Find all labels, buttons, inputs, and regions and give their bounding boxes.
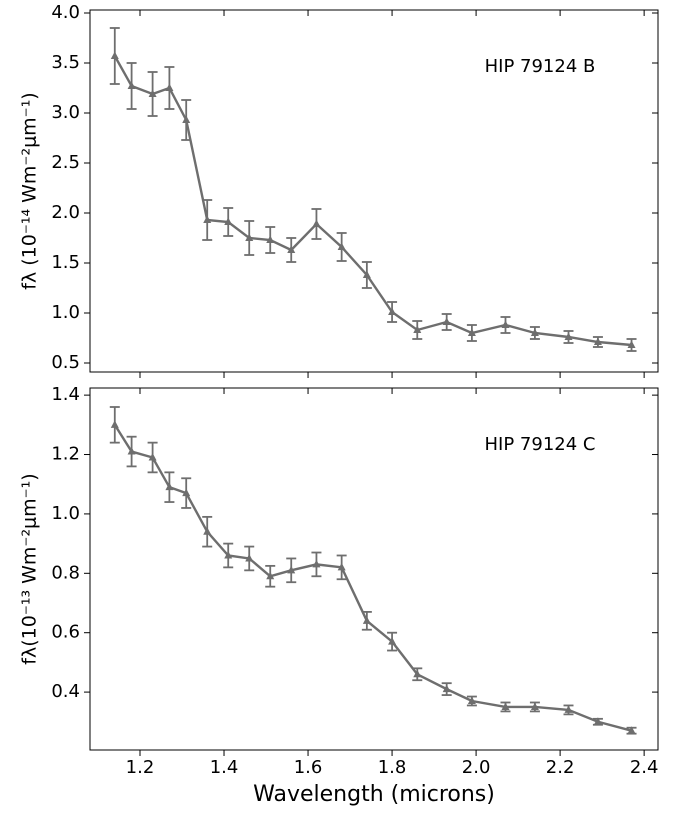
x-tick-label: 1.8: [378, 757, 407, 778]
marker: [388, 637, 397, 645]
marker: [287, 245, 296, 253]
y-tick-label: 1.4: [51, 384, 80, 405]
marker: [110, 51, 119, 59]
marker: [312, 559, 321, 568]
y-tick-label: 3.5: [51, 52, 80, 73]
marker: [413, 669, 422, 678]
plot-frame: [89, 387, 659, 751]
marker: [501, 320, 510, 328]
marker: [148, 452, 157, 461]
marker: [627, 340, 636, 348]
y-tick-label: 2.0: [51, 202, 80, 223]
y-tick-label: 0.6: [51, 622, 80, 643]
series-line: [113, 424, 632, 732]
marker: [564, 705, 573, 713]
marker: [337, 242, 346, 250]
marker: [165, 83, 174, 91]
marker: [148, 89, 157, 97]
marker: [627, 726, 636, 734]
marker: [337, 562, 346, 571]
marker: [266, 235, 275, 243]
x-tick-label: 2.2: [546, 757, 575, 778]
marker: [530, 702, 539, 710]
marker: [312, 219, 321, 227]
marker: [388, 307, 397, 315]
marker: [165, 482, 174, 491]
y-axis-label: fλ (10⁻¹⁴ Wm⁻²μm⁻¹): [19, 92, 41, 289]
x-tick-label: 1.4: [210, 757, 239, 778]
y-tick-label: 3.0: [51, 102, 80, 123]
marker: [593, 717, 602, 725]
marker: [110, 420, 119, 428]
marker: [182, 488, 191, 497]
x-axis-label: Wavelength (microns): [253, 782, 495, 807]
y-tick-label: 1.2: [51, 444, 80, 465]
marker: [203, 527, 212, 535]
marker: [442, 684, 451, 693]
y-axis-label: fλ(10⁻¹³ Wm⁻²μm⁻¹): [19, 473, 41, 664]
y-tick-label: 1.0: [51, 302, 80, 323]
y-tick-label: 2.5: [51, 152, 80, 173]
marker: [224, 550, 233, 559]
x-tick-label: 2.4: [630, 757, 659, 778]
marker: [245, 553, 254, 562]
marker: [245, 233, 254, 241]
y-tick-label: 0.5: [51, 352, 80, 373]
x-tick-label: 1.2: [126, 757, 155, 778]
y-tick-label: 1.0: [51, 503, 80, 524]
y-tick-label: 1.5: [51, 252, 80, 273]
marker: [467, 328, 476, 336]
marker: [442, 317, 451, 325]
y-tick-label: 4.0: [51, 2, 80, 23]
marker: [287, 565, 296, 574]
marker: [413, 325, 422, 333]
marker: [127, 81, 136, 89]
marker: [224, 217, 233, 225]
marker: [564, 332, 573, 340]
annotation: HIP 79124 B: [485, 56, 596, 77]
marker: [266, 571, 275, 580]
marker: [467, 696, 476, 705]
x-tick-label: 2.0: [462, 757, 491, 778]
marker: [593, 337, 602, 345]
marker: [127, 447, 136, 455]
annotation: HIP 79124 C: [485, 434, 596, 455]
series-line: [113, 55, 632, 347]
x-tick-label: 1.6: [294, 757, 323, 778]
y-tick-label: 0.8: [51, 562, 80, 583]
plot-frame: [89, 9, 659, 373]
marker: [501, 702, 510, 710]
marker: [203, 215, 212, 223]
marker: [530, 328, 539, 336]
marker: [362, 616, 371, 624]
y-tick-label: 0.4: [51, 681, 80, 702]
marker: [362, 270, 371, 278]
marker: [182, 115, 191, 123]
